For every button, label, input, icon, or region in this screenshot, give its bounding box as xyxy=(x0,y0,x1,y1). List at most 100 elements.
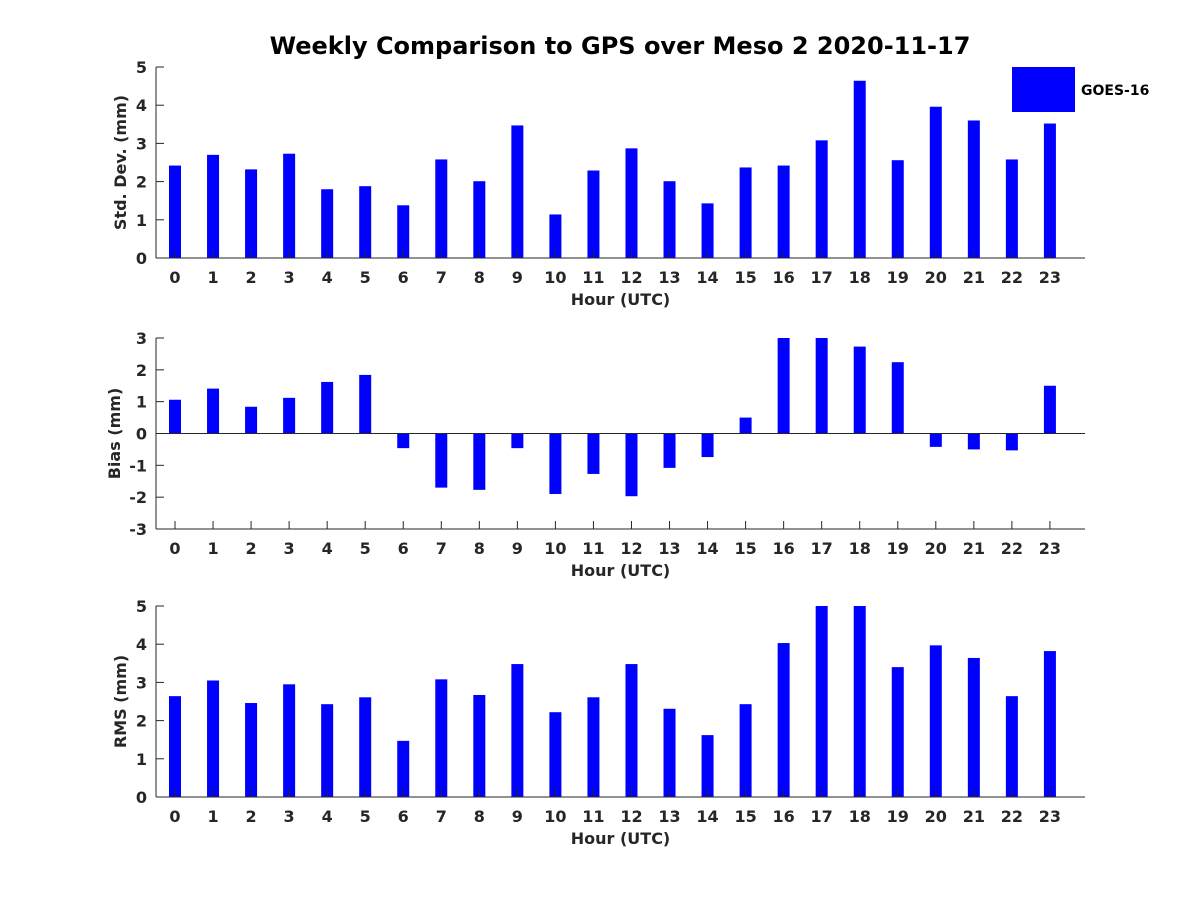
bar-hour-1 xyxy=(207,388,220,434)
bar-hour-1 xyxy=(207,680,220,797)
bar-hour-6 xyxy=(397,433,410,449)
y-tick-label: 5 xyxy=(136,58,147,77)
x-tick-label: 3 xyxy=(284,539,295,558)
bar-hour-5 xyxy=(359,186,372,258)
bar-hour-23 xyxy=(1043,651,1056,797)
bar-hour-10 xyxy=(549,214,562,258)
y-axis-label: Std. Dev. (mm) xyxy=(111,95,130,230)
x-tick-label: 22 xyxy=(1001,539,1023,558)
x-tick-label: 21 xyxy=(963,807,985,826)
bar-hour-6 xyxy=(397,740,410,797)
bar-hour-8 xyxy=(473,433,486,490)
x-tick-label: 10 xyxy=(544,539,566,558)
x-axis-label: Hour (UTC) xyxy=(571,561,671,580)
bar-hour-9 xyxy=(511,664,524,797)
bar-hour-7 xyxy=(435,679,448,797)
legend-label: GOES-16 xyxy=(1081,83,1149,99)
x-tick-label: 12 xyxy=(620,807,642,826)
x-tick-label: 21 xyxy=(963,268,985,287)
bar-hour-23 xyxy=(1043,385,1056,434)
bar-hour-21 xyxy=(967,657,980,797)
bar-hour-21 xyxy=(967,433,980,450)
x-tick-label: 6 xyxy=(398,539,409,558)
x-tick-label: 10 xyxy=(544,807,566,826)
legend-swatch xyxy=(1012,67,1075,112)
x-tick-label: 11 xyxy=(582,268,604,287)
x-tick-label: 5 xyxy=(360,268,371,287)
x-tick-label: 8 xyxy=(474,268,485,287)
x-tick-label: 8 xyxy=(474,807,485,826)
y-tick-label: 2 xyxy=(136,712,147,731)
y-tick-label: 0 xyxy=(136,425,147,444)
x-tick-label: 2 xyxy=(246,539,257,558)
y-tick-label: 3 xyxy=(136,134,147,153)
y-tick-label: 5 xyxy=(136,597,147,616)
x-tick-label: 13 xyxy=(658,807,680,826)
x-tick-label: 17 xyxy=(811,268,833,287)
x-tick-label: 15 xyxy=(734,807,756,826)
bar-hour-3 xyxy=(283,397,296,434)
y-tick-label: 3 xyxy=(136,673,147,692)
x-tick-label: 4 xyxy=(322,268,333,287)
x-tick-label: 2 xyxy=(246,807,257,826)
x-tick-label: 14 xyxy=(696,539,718,558)
x-tick-label: 7 xyxy=(436,807,447,826)
bar-hour-21 xyxy=(967,120,980,258)
bar-hour-1 xyxy=(207,154,220,258)
x-tick-label: 1 xyxy=(207,807,218,826)
bar-hour-9 xyxy=(511,433,524,449)
x-tick-label: 16 xyxy=(773,807,795,826)
bar-hour-13 xyxy=(663,181,676,258)
x-tick-label: 0 xyxy=(169,539,180,558)
x-tick-label: 23 xyxy=(1039,539,1061,558)
bar-hour-3 xyxy=(283,684,296,797)
bar-hour-4 xyxy=(321,704,334,797)
bar-hour-9 xyxy=(511,125,524,258)
bar-hour-10 xyxy=(549,712,562,797)
x-tick-label: 9 xyxy=(512,539,523,558)
x-tick-label: 13 xyxy=(658,268,680,287)
x-tick-label: 15 xyxy=(734,268,756,287)
x-tick-label: 1 xyxy=(207,539,218,558)
y-tick-label: 2 xyxy=(136,173,147,192)
bar-hour-2 xyxy=(245,169,258,258)
bar-hour-14 xyxy=(701,735,714,797)
bar-hour-19 xyxy=(891,160,904,258)
bar-hour-8 xyxy=(473,181,486,258)
x-tick-label: 18 xyxy=(849,268,871,287)
bar-hour-14 xyxy=(701,203,714,258)
bar-hour-17 xyxy=(815,140,828,258)
bar-hour-0 xyxy=(169,696,181,797)
bar-hour-18 xyxy=(853,606,866,797)
x-tick-label: 19 xyxy=(887,268,909,287)
bar-hour-16 xyxy=(777,643,790,797)
x-tick-label: 6 xyxy=(398,268,409,287)
x-tick-label: 9 xyxy=(512,807,523,826)
x-tick-label: 23 xyxy=(1039,807,1061,826)
y-tick-label: 1 xyxy=(136,393,147,412)
bar-hour-16 xyxy=(777,338,790,434)
bar-hour-19 xyxy=(891,667,904,797)
bar-hour-20 xyxy=(929,433,942,447)
bar-hour-0 xyxy=(169,165,181,258)
bar-hour-22 xyxy=(1005,696,1018,797)
bar-hour-6 xyxy=(397,205,410,258)
x-tick-label: 21 xyxy=(963,539,985,558)
x-tick-label: 19 xyxy=(887,539,909,558)
bar-hour-7 xyxy=(435,433,448,488)
bar-hour-17 xyxy=(815,606,828,797)
bar-hour-12 xyxy=(625,433,638,497)
x-tick-label: 5 xyxy=(360,539,371,558)
x-tick-label: 5 xyxy=(360,807,371,826)
bar-hour-14 xyxy=(701,433,714,458)
bar-hour-7 xyxy=(435,159,448,258)
x-tick-label: 15 xyxy=(734,539,756,558)
bar-hour-19 xyxy=(891,362,904,434)
bar-hour-5 xyxy=(359,374,372,434)
bar-hour-18 xyxy=(853,80,866,258)
x-tick-label: 17 xyxy=(811,539,833,558)
bar-hour-8 xyxy=(473,695,486,797)
